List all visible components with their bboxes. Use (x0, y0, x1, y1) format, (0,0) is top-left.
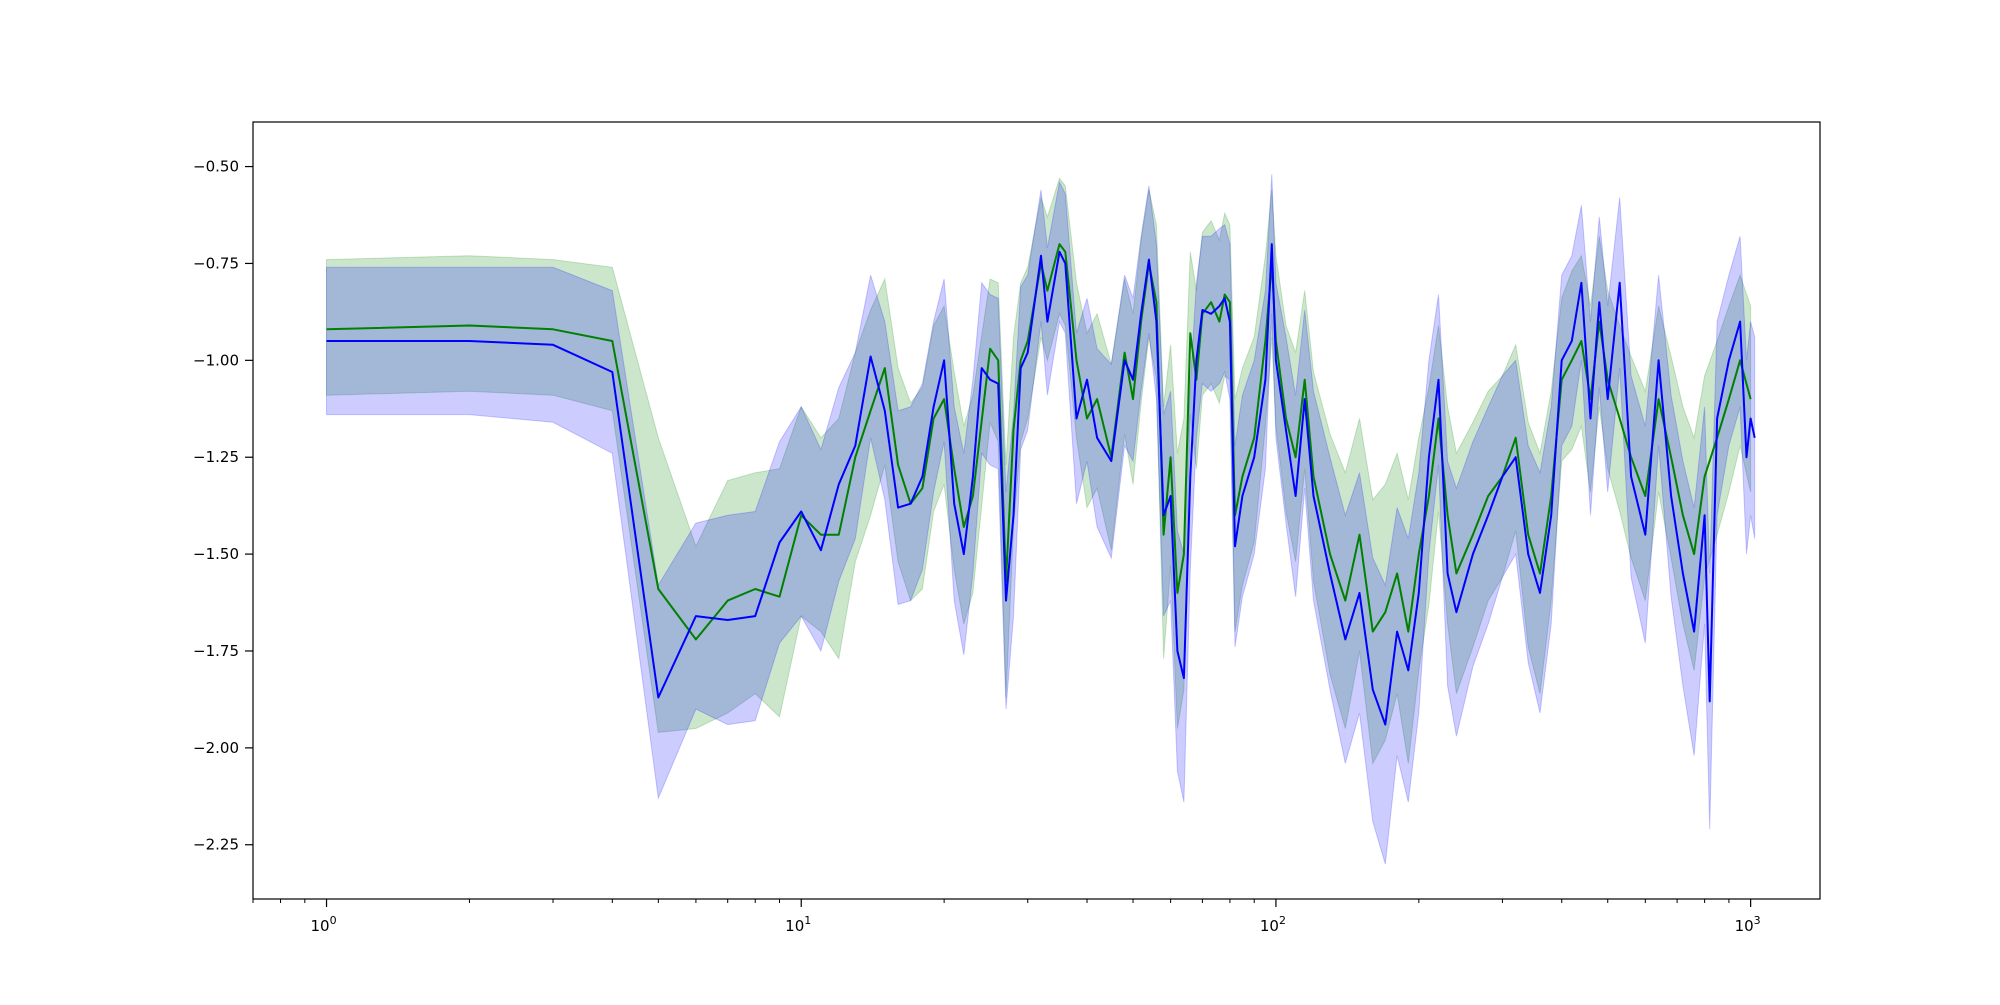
y-tick-label: −0.50 (193, 158, 239, 176)
mean-lines (326, 243, 1756, 726)
y-tick-label: −2.00 (193, 739, 239, 757)
y-axis: −0.50 −0.75 −1.00 −1.25 −1.50 −1.75 −2.00 −2.25 (193, 158, 253, 854)
confidence-bands (326, 174, 1756, 865)
x-tick-label: 102 (1260, 914, 1286, 935)
x-axis: 100 101 102 103 (252, 899, 1761, 935)
mean-line-2 (326, 243, 1756, 726)
y-tick-label: −1.50 (193, 545, 239, 563)
plot-frame (252, 121, 1821, 900)
y-tick-label: −0.75 (193, 254, 239, 272)
x-tick-label: 100 (310, 914, 336, 935)
y-tick-label: −1.25 (193, 448, 239, 466)
y-tick-label: −2.25 (193, 836, 239, 854)
y-tick-label: −1.75 (193, 642, 239, 660)
x-tick-label: 101 (785, 914, 811, 935)
mean-line-1 (326, 243, 1752, 641)
confidence-band-2 (326, 174, 1756, 865)
x-tick-label: 103 (1735, 914, 1761, 935)
confidence-band-1 (326, 177, 1752, 766)
y-tick-label: −1.00 (193, 351, 239, 369)
